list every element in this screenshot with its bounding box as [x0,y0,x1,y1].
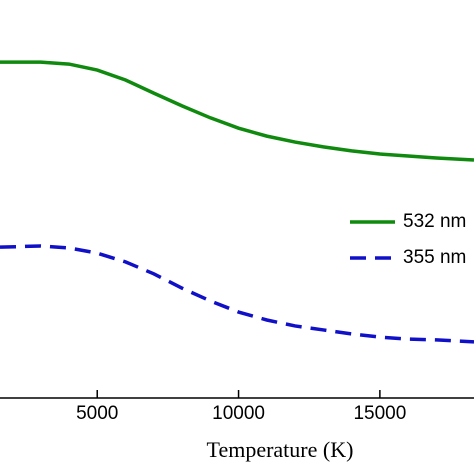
x-axis-label: Temperature (K) [207,437,354,462]
x-tick-label: 5000 [76,403,118,424]
x-tick-label: 15000 [353,403,406,424]
line [0,60,474,162]
x-tick-label: 10000 [212,403,265,424]
legend-label: 355 nm [403,247,466,268]
line [0,244,474,344]
legend-label: 532 nm [403,211,466,232]
